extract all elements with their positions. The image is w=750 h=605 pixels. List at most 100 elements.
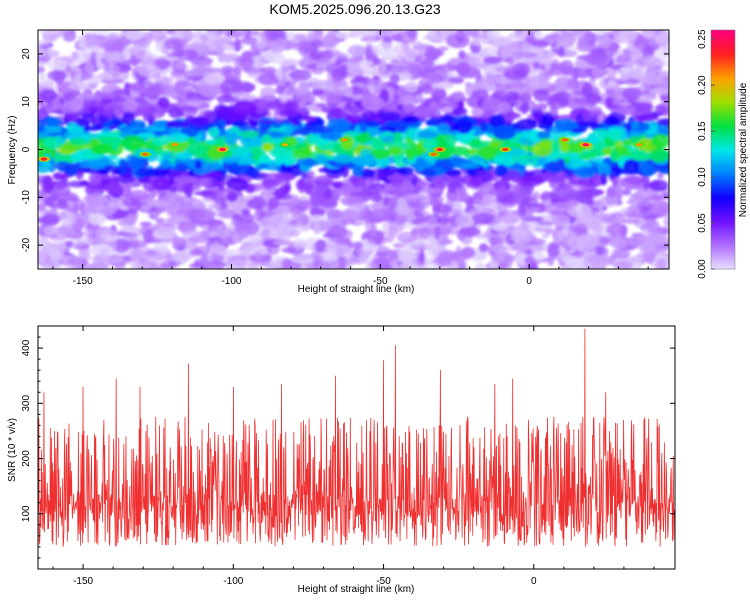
snr-y-tick-label: 200 <box>21 450 32 467</box>
snr-y-tick-label: 100 <box>21 505 32 522</box>
colorbar-step <box>711 253 735 256</box>
colorbar-step <box>711 33 735 37</box>
colorbar-step <box>711 161 735 165</box>
colorbar-step <box>711 85 735 89</box>
colorbar-step <box>711 135 735 139</box>
colorbar-step <box>711 71 735 75</box>
colorbar-step <box>711 243 735 246</box>
colorbar-gradient <box>711 30 735 270</box>
colorbar-step <box>711 91 735 95</box>
colorbar-step <box>711 97 735 101</box>
snr-series-line <box>38 328 675 547</box>
colorbar-step <box>711 69 735 73</box>
colorbar-step <box>711 169 735 173</box>
colorbar-step <box>711 177 735 180</box>
snr-y-tick-label: 400 <box>21 339 32 356</box>
colorbar-step <box>711 111 735 115</box>
colorbar-frame <box>710 29 736 270</box>
colorbar-step <box>711 211 735 214</box>
colorbar-step <box>711 221 735 224</box>
colorbar-step <box>711 159 735 163</box>
colorbar-step <box>711 157 735 161</box>
hot-spot <box>142 152 149 156</box>
colorbar-step <box>711 215 735 218</box>
colorbar-step <box>711 163 735 167</box>
colorbar-step <box>711 227 735 230</box>
snr-y-tick-label: 300 <box>21 395 32 412</box>
colorbar-step <box>711 93 735 97</box>
colorbar-step <box>711 127 735 131</box>
colorbar-step <box>711 57 735 61</box>
colorbar-step <box>711 143 735 147</box>
colorbar-step <box>711 265 735 268</box>
colorbar-step <box>711 249 735 252</box>
colorbar-tick-label: 0.20 <box>697 75 708 95</box>
colorbar-step <box>711 203 735 206</box>
spectrogram-x-tick-label: 0 <box>526 276 532 287</box>
colorbar-step <box>711 121 735 125</box>
colorbar-step <box>711 245 735 248</box>
snr-x-tick-label: 0 <box>531 576 537 587</box>
colorbar-step <box>711 257 735 260</box>
colorbar-step <box>711 95 735 99</box>
colorbar-step <box>711 39 735 43</box>
colorbar-step <box>711 185 735 188</box>
spectrogram-heatmap <box>38 30 669 269</box>
colorbar-step <box>711 83 735 87</box>
colorbar-step <box>711 173 735 176</box>
colorbar-step <box>711 115 735 119</box>
colorbar-step <box>711 267 735 270</box>
colorbar-step <box>711 81 735 85</box>
colorbar-step <box>711 231 735 234</box>
colorbar-step <box>711 241 735 244</box>
hot-spot <box>281 143 289 147</box>
colorbar-step <box>711 79 735 83</box>
colorbar-step <box>711 193 735 196</box>
colorbar-step <box>711 151 735 155</box>
snr-x-tick-label: -50 <box>376 576 391 587</box>
colorbar-label: Normalized spectral amplitude <box>738 82 749 217</box>
colorbar-step <box>711 131 735 135</box>
snr-x-axis-label: Height of straight line (km) <box>298 584 415 595</box>
colorbar-step <box>711 191 735 194</box>
colorbar-step <box>711 123 735 127</box>
colorbar-step <box>711 167 735 171</box>
colorbar-step <box>711 119 735 123</box>
colorbar-step <box>711 261 735 264</box>
colorbar-tick-label: 0.05 <box>697 213 708 233</box>
colorbar-step <box>711 181 735 184</box>
spectrogram-blobs <box>38 30 669 269</box>
hot-spot <box>582 143 589 147</box>
colorbar-step <box>711 109 735 113</box>
colorbar-step <box>711 30 735 33</box>
colorbar-step <box>711 145 735 149</box>
colorbar-step <box>711 55 735 59</box>
colorbar-step <box>711 51 735 55</box>
spectrogram-y-tick-label: 10 <box>21 96 32 108</box>
hot-spot <box>561 138 568 142</box>
colorbar-step <box>711 67 735 71</box>
colorbar-step <box>711 171 735 174</box>
colorbar-step <box>711 247 735 250</box>
colorbar-step <box>711 49 735 53</box>
colorbar-step <box>711 165 735 169</box>
hot-spot <box>436 147 443 152</box>
colorbar-step <box>711 237 735 240</box>
colorbar-step <box>711 35 735 39</box>
colorbar-step <box>711 233 735 236</box>
spectrogram-x-axis-label: Height of straight line (km) <box>298 284 415 295</box>
snr-x-tick-label: -100 <box>223 576 243 587</box>
colorbar-step <box>711 147 735 151</box>
spectrogram-x-tick-label: -100 <box>221 276 241 287</box>
colorbar-tick-label: 0.15 <box>697 121 708 141</box>
colorbar-step <box>711 199 735 202</box>
colorbar-step <box>711 41 735 45</box>
colorbar-step <box>711 117 735 121</box>
colorbar-tick-label: 0.25 <box>697 29 708 49</box>
colorbar-step <box>711 205 735 208</box>
colorbar-step <box>711 43 735 47</box>
colorbar-step <box>711 209 735 212</box>
